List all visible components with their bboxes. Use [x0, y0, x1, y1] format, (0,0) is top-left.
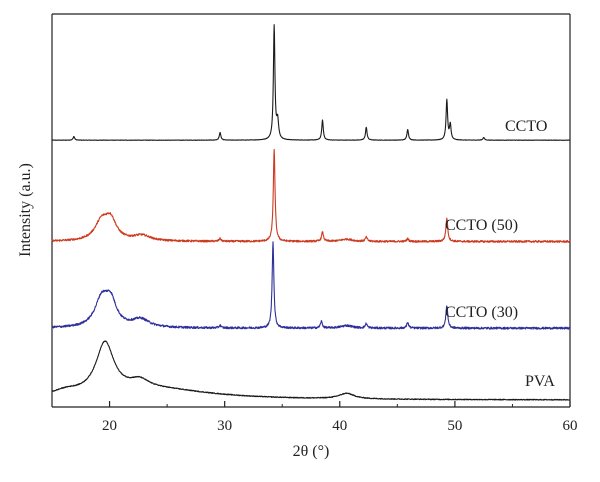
- series-line-3: [51, 340, 571, 401]
- x-tick-label-30: 30: [217, 418, 232, 434]
- x-tick-label-40: 40: [332, 418, 347, 434]
- x-ticks: [51, 401, 571, 407]
- series-label-1: CCTO (50): [445, 217, 518, 234]
- series-labels: CCTO CCTO (50) CCTO (30) PVA: [445, 118, 555, 390]
- series-line-2: [51, 241, 571, 330]
- plot-frame: [51, 13, 571, 408]
- x-axis-title: 2θ (°): [293, 443, 330, 460]
- x-tick-labels: 20 30 40 50 60: [102, 418, 577, 434]
- x-tick-label-60: 60: [563, 418, 578, 434]
- x-tick-label-20: 20: [102, 418, 117, 434]
- series-line-1: [51, 148, 571, 243]
- series-line-0: [51, 24, 571, 141]
- series-label-2: CCTO (30): [445, 304, 518, 321]
- series-label-3: PVA: [525, 373, 555, 390]
- x-tick-label-50: 50: [447, 418, 462, 434]
- y-axis-title: Intensity (a.u.): [17, 163, 34, 257]
- series-label-0: CCTO: [505, 118, 547, 135]
- series-lines: [51, 24, 571, 401]
